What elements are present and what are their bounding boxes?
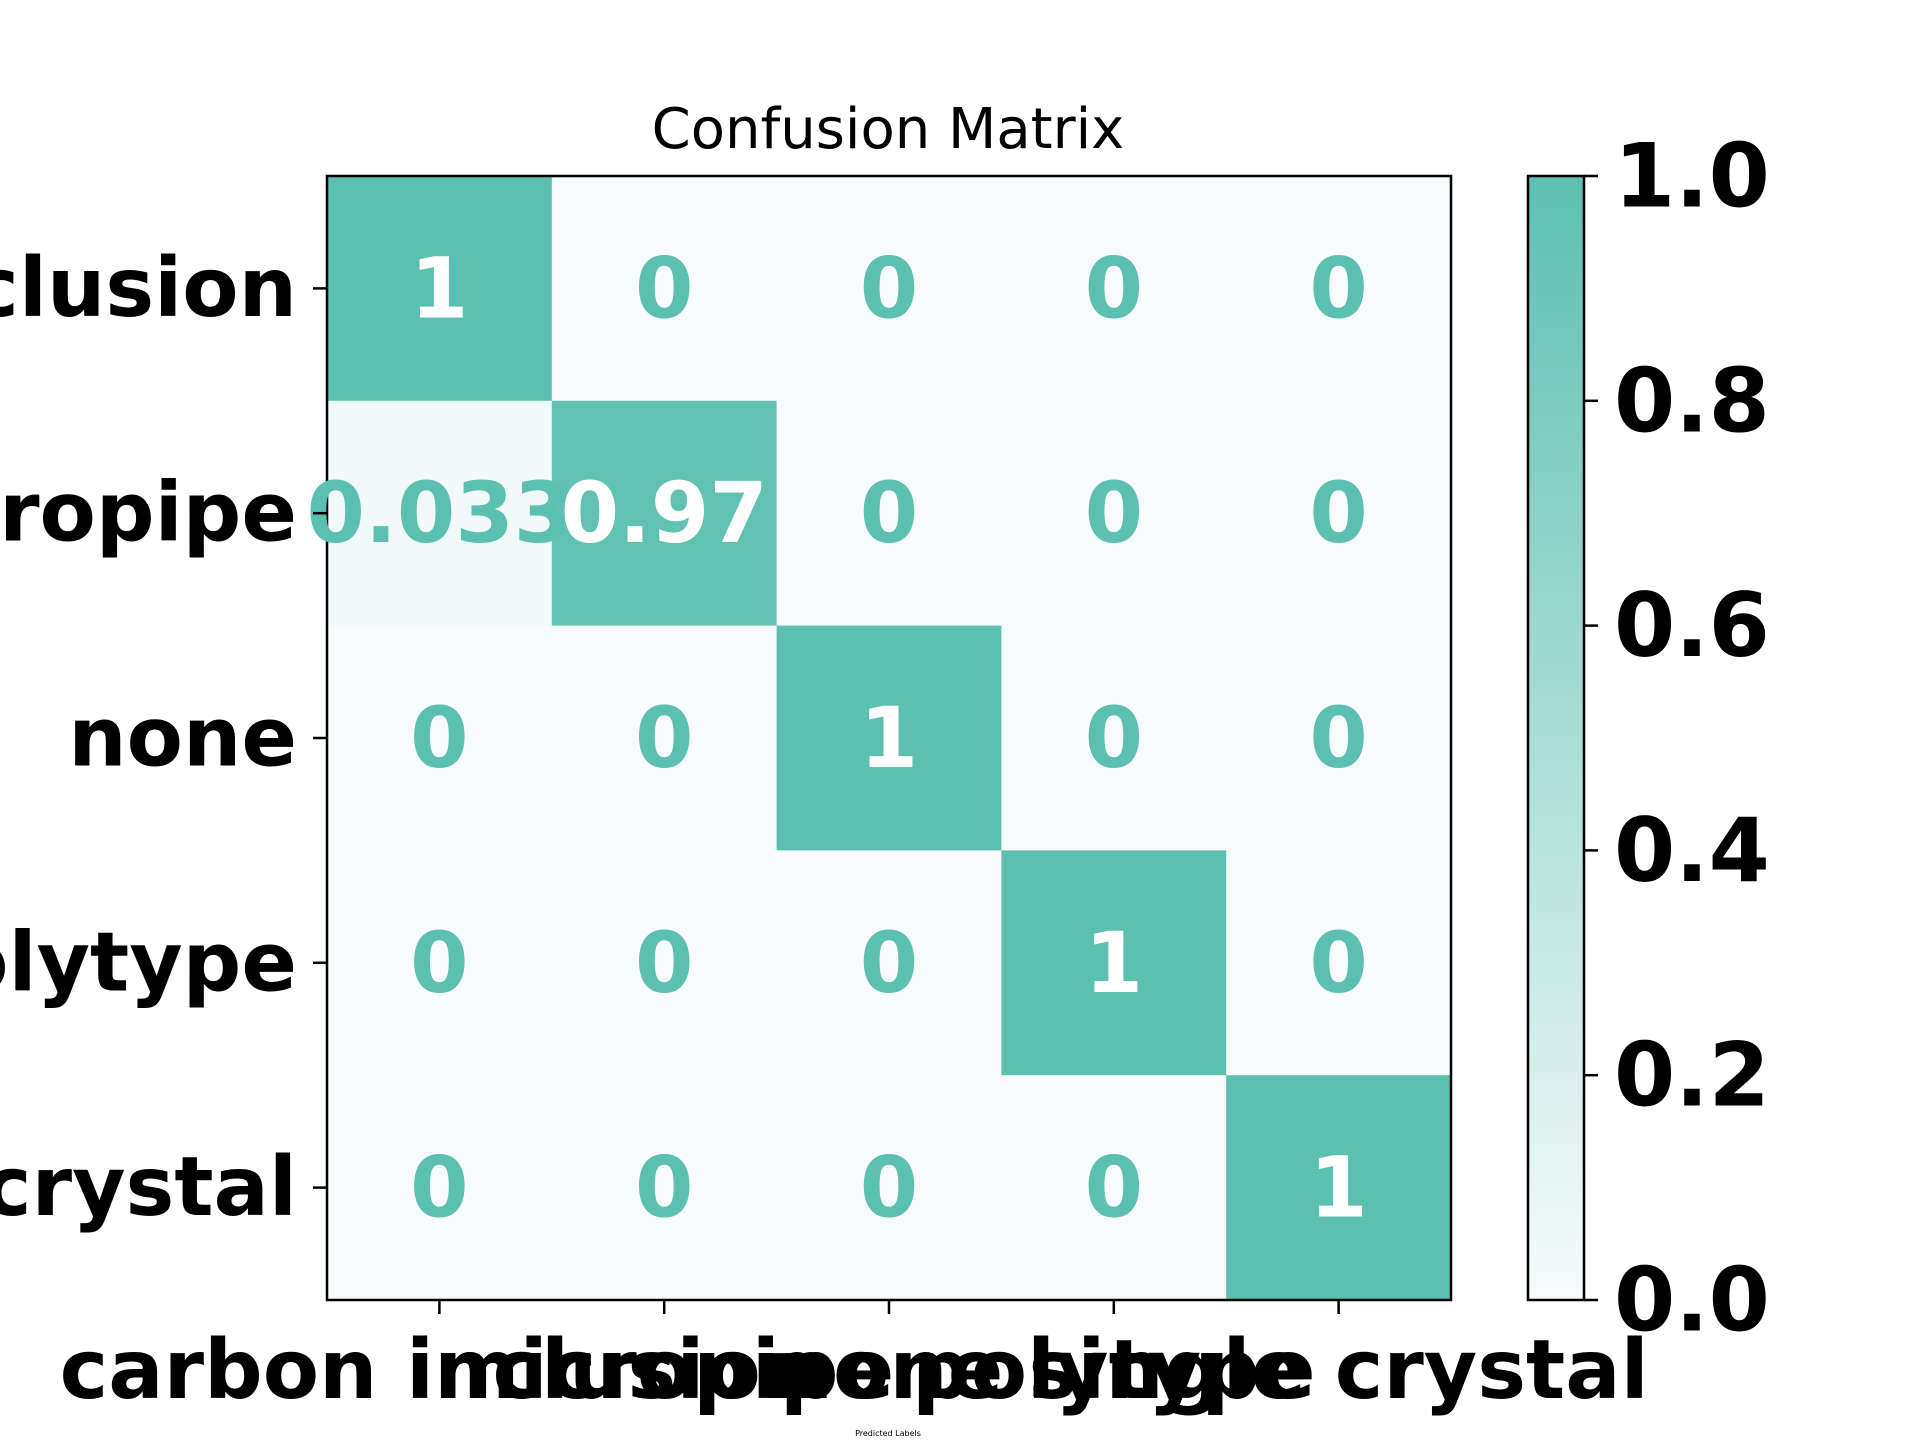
colorbar-tick-label: 0.2 xyxy=(1614,1024,1770,1127)
heatmap-cell-r1-c2 xyxy=(776,400,1002,627)
heatmap-cell-r0-c0 xyxy=(327,176,553,402)
colorbar-tick-label: 0.6 xyxy=(1614,574,1770,677)
cell-annotation-r1-c1: 0.97 xyxy=(561,464,768,562)
cell-annotation-r1-c3: 0 xyxy=(1085,464,1143,562)
cell-annotation-r0-c4: 0 xyxy=(1309,239,1367,337)
heatmap-cell-r3-c0 xyxy=(327,850,553,1076)
x-tick-label: single crystal xyxy=(1028,1323,1648,1418)
cell-annotation-r1-c4: 0 xyxy=(1309,464,1367,562)
y-tick-label: single crystal xyxy=(0,1140,297,1235)
colorbar-tick-label: 0.0 xyxy=(1614,1249,1770,1352)
y-axis-ticks: carbon inclusion micropipe none polytype sin… xyxy=(0,241,327,1235)
cell-annotation-r3-c2: 0 xyxy=(860,914,918,1012)
y-tick-label: polytype xyxy=(0,915,297,1010)
cell-annotation-r1-c2: 0 xyxy=(860,464,918,562)
heatmap-cell-r2-c3 xyxy=(1001,625,1227,851)
x-tick-label: carbon inclusion xyxy=(60,1323,820,1418)
heatmap-cell-r4-c4 xyxy=(1226,1075,1452,1301)
cell-annotation-r0-c1: 0 xyxy=(635,239,693,337)
cell-annotation-r0-c2: 0 xyxy=(860,239,918,337)
heatmap-cell-r0-c2 xyxy=(776,176,1002,402)
heatmap-cell-r1-c4 xyxy=(1226,400,1452,627)
cell-annotation-r2-c1: 0 xyxy=(635,689,693,787)
y-tick-label: none xyxy=(68,691,297,786)
cell-annotation-r3-c4: 0 xyxy=(1309,914,1367,1012)
cell-annotation-r4-c3: 0 xyxy=(1085,1139,1143,1237)
cell-annotation-r2-c2: 1 xyxy=(860,689,918,787)
cell-annotation-r2-c0: 0 xyxy=(410,689,468,787)
colorbar-tick-label: 1.0 xyxy=(1614,125,1770,228)
heatmap-cell-r0-c4 xyxy=(1226,176,1452,402)
heatmap-cell-r0-c1 xyxy=(551,176,778,402)
cell-annotation-r3-c0: 0 xyxy=(410,914,468,1012)
heatmap-cell-r3-c4 xyxy=(1226,850,1452,1076)
cell-annotation-r3-c1: 0 xyxy=(635,914,693,1012)
heatmap-cell-r1-c0 xyxy=(327,400,553,627)
heatmap-cell-r2-c2 xyxy=(776,625,1002,851)
x-axis-ticks: carbon inclusionmicropipenonepolytypesin… xyxy=(60,1300,1649,1418)
heatmap-cell-r4-c0 xyxy=(327,1075,553,1301)
cell-annotation-r4-c2: 0 xyxy=(860,1139,918,1237)
heatmap-cells xyxy=(327,176,1452,1301)
heatmap-cell-r2-c4 xyxy=(1226,625,1452,851)
heatmap-cell-r3-c2 xyxy=(776,850,1002,1076)
heatmap-cell-r2-c1 xyxy=(551,625,778,851)
colorbar-ticks: 0.0 0.2 0.4 0.6 0.8 1.0 xyxy=(1584,125,1770,1352)
cell-annotation-r0-c0: 1 xyxy=(410,239,468,337)
y-tick-label: micropipe xyxy=(0,466,297,561)
heatmap-cell-r3-c3 xyxy=(1001,850,1227,1076)
x-tick-label: micropipe xyxy=(434,1323,894,1418)
y-tick-label: carbon inclusion xyxy=(0,241,297,336)
colorbar-tick-label: 0.4 xyxy=(1614,799,1770,902)
heatmap-cell-r4-c2 xyxy=(776,1075,1002,1301)
cell-annotation-r4-c0: 0 xyxy=(410,1139,468,1237)
heatmap-cell-r3-c1 xyxy=(551,850,778,1076)
colorbar-gradient xyxy=(1528,176,1584,1300)
x-axis-label: Predicted Labels xyxy=(855,1429,921,1438)
colorbar: 0.0 0.2 0.4 0.6 0.8 1.0 xyxy=(1526,125,1770,1352)
chart-title: Confusion Matrix xyxy=(652,97,1125,162)
heatmap-cell-r2-c0 xyxy=(327,625,553,851)
cell-annotation-r3-c3: 1 xyxy=(1085,914,1143,1012)
x-tick-label: polytype xyxy=(912,1323,1316,1418)
x-tick-label: none xyxy=(775,1323,1004,1418)
heatmap-cell-r1-c1 xyxy=(551,400,778,627)
cell-annotation-r2-c3: 0 xyxy=(1085,689,1143,787)
heatmap-cell-r1-c3 xyxy=(1001,400,1227,627)
colorbar-frame xyxy=(1526,174,1586,1302)
cell-annotation-r1-c0: 0.033 xyxy=(307,464,573,562)
cell-annotation-r4-c1: 0 xyxy=(635,1139,693,1237)
heatmap-cell-r4-c3 xyxy=(1001,1075,1227,1301)
cell-annotation-r2-c4: 0 xyxy=(1309,689,1367,787)
heatmap-cell-r0-c3 xyxy=(1001,176,1227,402)
heatmap-cell-r4-c1 xyxy=(551,1075,778,1301)
colorbar-tick-label: 0.8 xyxy=(1614,349,1770,452)
cell-annotation-r0-c3: 0 xyxy=(1085,239,1143,337)
cell-annotation-r4-c4: 1 xyxy=(1309,1139,1367,1237)
